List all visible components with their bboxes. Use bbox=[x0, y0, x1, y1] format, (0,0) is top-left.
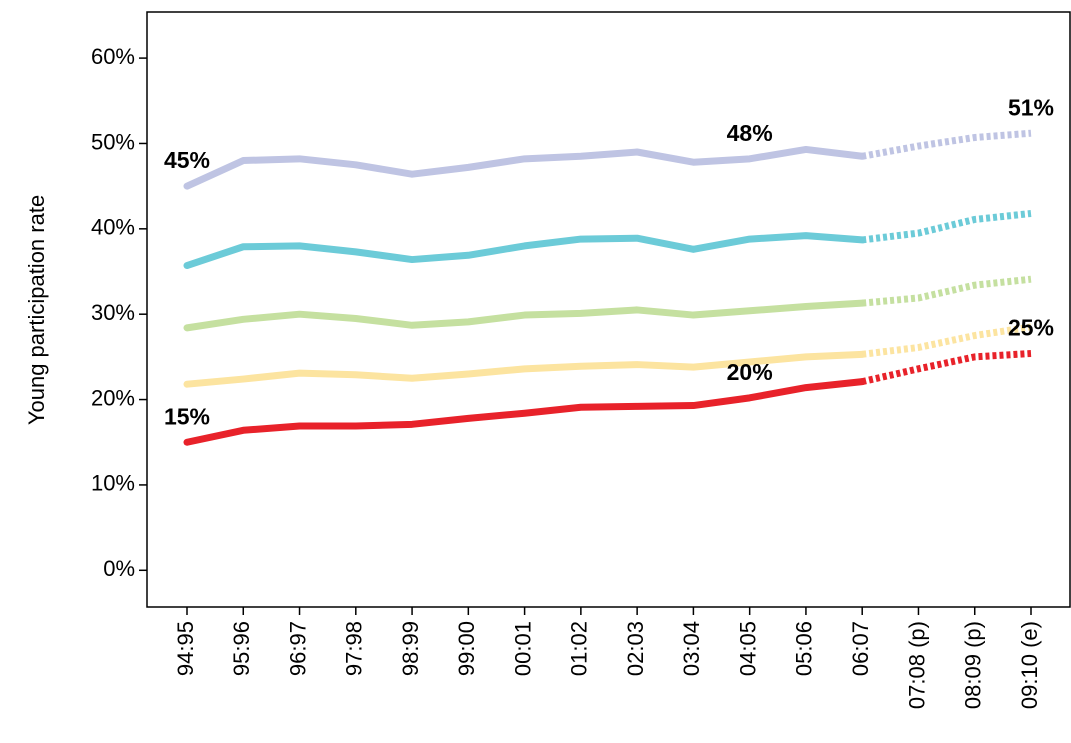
value-label: 25% bbox=[1008, 315, 1054, 341]
x-tick-label: 05:06 bbox=[792, 621, 817, 676]
plot-frame bbox=[146, 11, 1071, 608]
value-label: 51% bbox=[1008, 94, 1054, 120]
x-tick-label: 96:97 bbox=[285, 621, 310, 676]
y-axis-label: Young participation rate bbox=[24, 195, 49, 425]
series-line bbox=[183, 299, 866, 332]
projected-line bbox=[861, 349, 1032, 386]
x-tick-label: 98:99 bbox=[398, 621, 423, 676]
x-tick-label: 08:09 (p) bbox=[961, 621, 986, 709]
value-label: 15% bbox=[164, 403, 210, 429]
series-line bbox=[183, 145, 866, 190]
x-tick-label: 99:00 bbox=[454, 621, 479, 676]
series-line bbox=[183, 232, 866, 270]
projected-line bbox=[861, 209, 1032, 244]
projected-line bbox=[861, 323, 1032, 358]
x-tick-label: 95:96 bbox=[229, 621, 254, 676]
y-tick-label: 10% bbox=[91, 471, 135, 496]
x-tick-label: 01:02 bbox=[567, 621, 592, 676]
x-tick-label: 09:10 (e) bbox=[1017, 621, 1042, 709]
y-tick-label: 0% bbox=[103, 556, 135, 581]
x-tick-label: 04:05 bbox=[735, 621, 760, 676]
x-tick-label: 00:01 bbox=[510, 621, 535, 676]
y-tick-label: 30% bbox=[91, 300, 135, 325]
projected-line bbox=[861, 275, 1032, 307]
x-tick-label: 07:08 (p) bbox=[904, 621, 929, 709]
x-tick-label: 02:03 bbox=[623, 621, 648, 676]
y-tick-label: 50% bbox=[91, 129, 135, 154]
y-tick-label: 40% bbox=[91, 215, 135, 240]
x-tick-label: 06:07 bbox=[848, 621, 873, 676]
series-line bbox=[183, 350, 866, 388]
y-tick-label: 20% bbox=[91, 385, 135, 410]
projected-line bbox=[861, 129, 1032, 160]
x-tick-label: 94:95 bbox=[173, 621, 198, 676]
x-tick-label: 97:98 bbox=[342, 621, 367, 676]
value-label: 45% bbox=[164, 147, 210, 173]
value-label: 20% bbox=[727, 359, 773, 385]
value-label: 48% bbox=[727, 120, 773, 146]
y-tick-label: 60% bbox=[91, 44, 135, 69]
x-tick-label: 03:04 bbox=[679, 621, 704, 676]
series-line bbox=[183, 378, 866, 446]
